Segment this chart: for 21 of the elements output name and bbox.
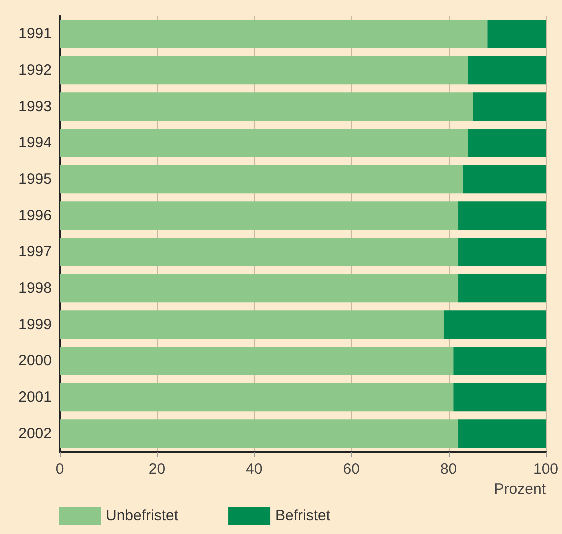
x-tick-label: 20 bbox=[148, 461, 166, 478]
x-tick-label: 60 bbox=[343, 461, 360, 478]
x-tick-label: 0 bbox=[56, 461, 64, 478]
x-axis-title: Prozent bbox=[494, 481, 547, 498]
y-tick-label: 1999 bbox=[18, 316, 52, 334]
x-tick-label: 40 bbox=[246, 461, 263, 478]
legend-label: Unbefristet bbox=[106, 508, 180, 524]
x-tick-label: 80 bbox=[440, 461, 458, 478]
x-tick-label: 100 bbox=[533, 461, 559, 478]
y-tick-label: 1991 bbox=[18, 26, 52, 43]
y-tick-label: 1994 bbox=[18, 134, 52, 152]
y-tick-label: 1997 bbox=[18, 244, 52, 261]
y-tick-label: 1992 bbox=[18, 62, 52, 79]
y-tick-label: 1998 bbox=[18, 280, 52, 297]
y-tick-label: 2001 bbox=[18, 389, 52, 406]
y-tick-label: 1993 bbox=[18, 98, 52, 116]
y-tick-label: 1995 bbox=[18, 171, 52, 188]
y-tick-label: 1996 bbox=[18, 207, 52, 224]
y-tick-label: 2000 bbox=[18, 352, 52, 370]
y-tick-label: 2002 bbox=[18, 425, 52, 442]
legend-label: Befristet bbox=[276, 508, 332, 524]
